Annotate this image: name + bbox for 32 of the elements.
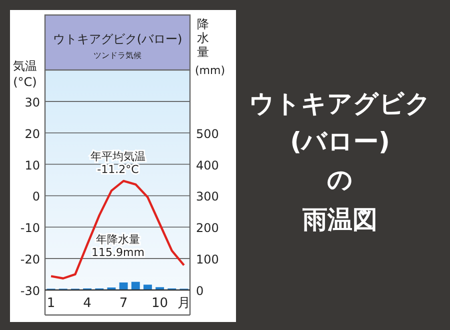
y2-tick-label: 0 bbox=[196, 284, 204, 298]
y-tick-label: -10 bbox=[20, 221, 40, 236]
y-tick-label: 30 bbox=[24, 95, 40, 110]
text: ウトキアグビク bbox=[249, 89, 431, 118]
y-tick-label: -30 bbox=[20, 284, 40, 298]
text: (バロー) bbox=[290, 127, 390, 156]
y2-tick-label: 500 bbox=[196, 126, 219, 141]
chart-title: ウトキアグビク(バロー) bbox=[52, 32, 182, 46]
y-tick-label: 0 bbox=[32, 190, 40, 204]
x-tick-label: 4 bbox=[83, 296, 92, 311]
text: 雨温図 bbox=[302, 205, 378, 234]
y-axis-title: 気温 (°C) bbox=[13, 59, 37, 89]
bar bbox=[131, 282, 140, 290]
chart-subtitle: ツンドラ気候 bbox=[94, 51, 142, 60]
line-series bbox=[50, 180, 186, 280]
y2-tick-label: 300 bbox=[196, 190, 219, 204]
x-tick-label: 7 bbox=[119, 296, 128, 311]
annotation: 年降水量 115.9mm bbox=[92, 233, 144, 259]
x-axis-title: 月 bbox=[177, 296, 190, 311]
text: の bbox=[327, 165, 353, 194]
x-tick-label: 1 bbox=[46, 296, 56, 311]
bar bbox=[119, 282, 128, 290]
annotation: 年平均気温 -11.2°C bbox=[90, 150, 146, 176]
y-tick-label: 10 bbox=[24, 158, 40, 172]
bar bbox=[143, 284, 152, 290]
y2-axis-title: 降水量 (mm) bbox=[195, 17, 226, 77]
y2-tick-label: 100 bbox=[196, 252, 219, 267]
y-tick-label: 20 bbox=[24, 126, 40, 141]
y2-tick-label: 400 bbox=[196, 158, 219, 172]
y2-tick-label: 200 bbox=[196, 221, 219, 236]
y-tick-label: -20 bbox=[20, 252, 40, 267]
x-tick-label: 10 bbox=[152, 296, 168, 311]
